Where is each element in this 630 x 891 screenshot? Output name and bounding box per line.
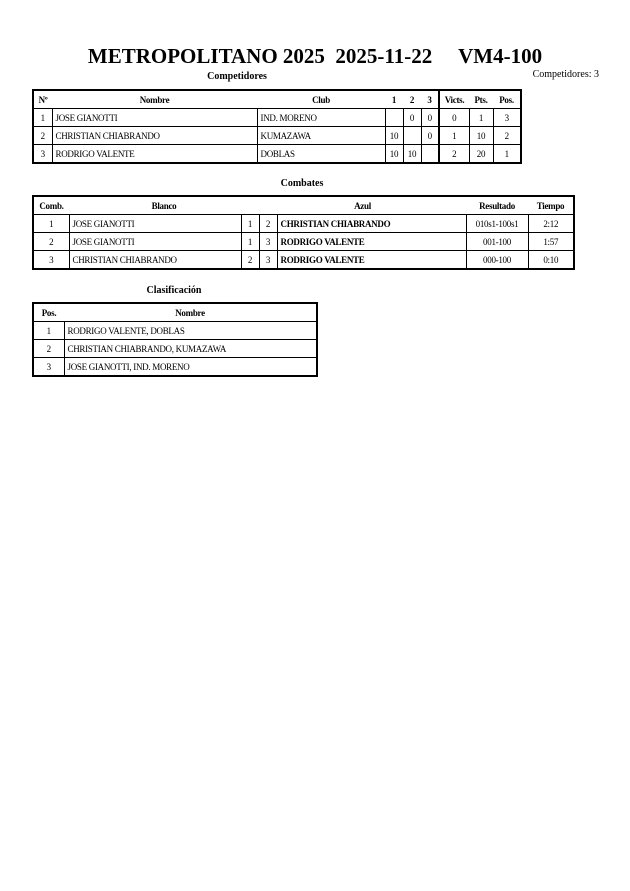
competidores-heading: Competidores (207, 71, 267, 82)
cell-pos: 1 (492, 144, 522, 164)
cell-tiempo: 1:57 (527, 232, 575, 251)
header-2: 2 (403, 90, 421, 109)
cell-club: KUMAZAWA (256, 126, 386, 145)
cell-resultado: 001-100 (465, 232, 529, 251)
cell-pts: 1 (468, 108, 494, 127)
cell-nombre: RODRIGO VALENTE, DOBLAS (63, 321, 318, 340)
header-pts: Pts. (469, 90, 493, 109)
header-comb: Comb. (33, 196, 69, 215)
cell-victs: 1 (438, 126, 470, 145)
cell-comb: 1 (32, 214, 70, 233)
table-row: 3 RODRIGO VALENTE DOBLAS 10 10 2 20 1 (32, 144, 522, 164)
table-header: Pos. Nombre (33, 303, 317, 322)
page-title: METROPOLITANO 2025 2025-11-22 VM4-100 (87, 44, 543, 68)
cell-azul: RODRIGO VALENTE (276, 232, 467, 251)
table-header: Nº Nombre Club 1 2 3 Victs. Pts. Pos. (33, 90, 521, 109)
header-num: Nº (33, 90, 52, 109)
cell-score-2: 0 (402, 108, 422, 127)
cell-score-2 (402, 126, 422, 145)
header-nombre: Nombre (52, 90, 257, 109)
cell-score-2: 10 (402, 144, 422, 164)
cell-tiempo: 2:12 (527, 214, 575, 233)
table-row: 3 JOSE GIANOTTI, IND. MORENO (32, 357, 318, 377)
cell-pos: 1 (32, 321, 65, 340)
header-nombre: Nombre (64, 303, 317, 322)
cell-blanco-num: 1 (240, 232, 260, 251)
cell-blanco: CHRISTIAN CHIABRANDO (68, 250, 242, 270)
cell-victs: 2 (438, 144, 470, 164)
combates-table: Comb. Blanco Azul Resultado Tiempo 1 JOSE… (32, 195, 575, 270)
cell-azul-num: 3 (258, 232, 278, 251)
header-1: 1 (385, 90, 403, 109)
cell-azul: RODRIGO VALENTE (276, 250, 467, 270)
table-row: 1 JOSE GIANOTTI 1 2 CHRISTIAN CHIABRANDO 010s… (32, 214, 575, 233)
table-row: 2 JOSE GIANOTTI 1 3 RODRIGO VALENTE 001-100 1:… (32, 232, 575, 251)
cell-club: IND. MORENO (256, 108, 386, 127)
cell-blanco-num: 1 (240, 214, 260, 233)
cell-num: 1 (32, 108, 53, 127)
cell-pos: 3 (492, 108, 522, 127)
table-header: Comb. Blanco Azul Resultado Tiempo (33, 196, 574, 215)
cell-nombre: RODRIGO VALENTE (51, 144, 258, 164)
cell-score-3: 0 (420, 126, 440, 145)
cell-nombre: CHRISTIAN CHIABRANDO (51, 126, 258, 145)
table-row: 2 CHRISTIAN CHIABRANDO KUMAZAWA 10 0 1 10 2 (32, 126, 522, 145)
cell-nombre: JOSE GIANOTTI, IND. MORENO (63, 357, 318, 377)
cell-azul-num: 2 (258, 214, 278, 233)
combates-heading: Combates (280, 178, 324, 189)
cell-resultado: 010s1-100s1 (465, 214, 529, 233)
cell-comb: 2 (32, 232, 70, 251)
header-blanco: Blanco (69, 196, 259, 215)
cell-victs: 0 (438, 108, 470, 127)
header-pos: Pos. (493, 90, 521, 109)
clasificacion-table: Pos. Nombre 1 RODRIGO VALENTE, DOBLAS 2 CHR… (32, 302, 318, 377)
header-resultado: Resultado (466, 196, 528, 215)
cell-score-3: 0 (420, 108, 440, 127)
competidores-count: Competidores: 3 (532, 69, 599, 80)
table-row: 2 CHRISTIAN CHIABRANDO, KUMAZAWA (32, 339, 318, 358)
cell-blanco: JOSE GIANOTTI (68, 214, 242, 233)
table-row: 1 JOSE GIANOTTI IND. MORENO 0 0 0 1 3 (32, 108, 522, 127)
cell-blanco-num: 2 (240, 250, 260, 270)
header-pos: Pos. (33, 303, 64, 322)
cell-pts: 20 (468, 144, 494, 164)
cell-azul: CHRISTIAN CHIABRANDO (276, 214, 467, 233)
cell-comb: 3 (32, 250, 70, 270)
header-victs: Victs. (438, 90, 469, 109)
cell-score-1: 10 (384, 126, 404, 145)
cell-blanco: JOSE GIANOTTI (68, 232, 242, 251)
cell-score-3 (420, 144, 440, 164)
cell-pos: 2 (32, 339, 65, 358)
header-tiempo: Tiempo (528, 196, 574, 215)
cell-pos: 2 (492, 126, 522, 145)
header-3: 3 (421, 90, 439, 109)
header-club: Club (257, 90, 385, 109)
cell-score-1: 10 (384, 144, 404, 164)
cell-pos: 3 (32, 357, 65, 377)
header-azul: Azul (259, 196, 466, 215)
cell-nombre: CHRISTIAN CHIABRANDO, KUMAZAWA (63, 339, 318, 358)
cell-score-1 (384, 108, 404, 127)
cell-num: 2 (32, 126, 53, 145)
cell-pts: 10 (468, 126, 494, 145)
cell-nombre: JOSE GIANOTTI (51, 108, 258, 127)
clasificacion-heading: Clasificación (146, 285, 202, 296)
cell-club: DOBLAS (256, 144, 386, 164)
cell-resultado: 000-100 (465, 250, 529, 270)
table-row: 1 RODRIGO VALENTE, DOBLAS (32, 321, 318, 340)
table-row: 3 CHRISTIAN CHIABRANDO 2 3 RODRIGO VALENTE 00… (32, 250, 575, 270)
cell-tiempo: 0:10 (527, 250, 575, 270)
cell-azul-num: 3 (258, 250, 278, 270)
cell-num: 3 (32, 144, 53, 164)
